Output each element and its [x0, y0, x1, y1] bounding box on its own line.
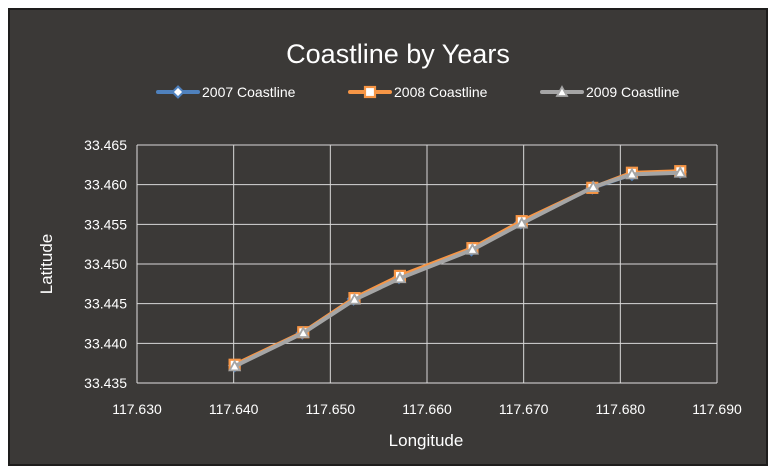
series-1	[227, 165, 688, 373]
series-3	[228, 165, 687, 372]
y-tick-label: 33.465	[84, 137, 127, 153]
data-point	[515, 216, 529, 229]
x-tick-label: 117.670	[499, 401, 549, 417]
y-tick-label: 33.435	[84, 375, 127, 391]
data-point	[586, 180, 600, 192]
x-axis-ticks: 117.630 117.640 117.650 117.660 117.670 117.6…	[112, 401, 742, 417]
legend-item: 2007 Coastline	[156, 84, 296, 100]
legend: 2007 Coastline 2008 Coastline 2009 Coastli…	[156, 84, 680, 100]
data-point	[228, 359, 242, 372]
legend-item: 2009 Coastline	[540, 84, 680, 100]
x-tick-label: 117.690	[692, 401, 742, 417]
y-tick-label: 33.460	[84, 177, 127, 193]
chart-title: Coastline by Years	[286, 39, 510, 69]
legend-swatch-marker	[363, 85, 377, 99]
y-axis-label: Latitude	[37, 234, 56, 295]
legend-label: 2007 Coastline	[202, 84, 296, 100]
legend-item: 2008 Coastline	[348, 84, 488, 100]
x-tick-label: 117.660	[402, 401, 452, 417]
x-tick-label: 117.640	[209, 401, 259, 417]
y-tick-label: 33.445	[84, 296, 127, 312]
legend-label: 2008 Coastline	[394, 84, 488, 100]
x-tick-label: 117.680	[596, 401, 646, 417]
data-point	[296, 326, 310, 338]
y-axis-ticks: 33.465 33.460 33.455 33.450 33.445 33.440 33.4…	[84, 137, 127, 391]
y-tick-label: 33.450	[84, 256, 127, 272]
legend-swatch-marker	[171, 85, 185, 99]
data-point	[393, 271, 407, 284]
data-point	[465, 242, 479, 255]
legend-label: 2009 Coastline	[586, 84, 680, 100]
y-tick-label: 33.455	[84, 216, 127, 232]
data-point	[347, 292, 362, 305]
x-tick-label: 117.650	[306, 401, 356, 417]
legend-swatch-marker	[555, 85, 569, 97]
data-point	[625, 167, 639, 180]
y-tick-label: 33.440	[84, 335, 127, 351]
data-point	[673, 165, 687, 178]
x-axis-label: Longitude	[389, 431, 464, 450]
series-layer	[227, 165, 688, 373]
gridlines	[136, 144, 718, 384]
series-2	[228, 165, 687, 371]
x-tick-label: 117.630	[112, 401, 162, 417]
